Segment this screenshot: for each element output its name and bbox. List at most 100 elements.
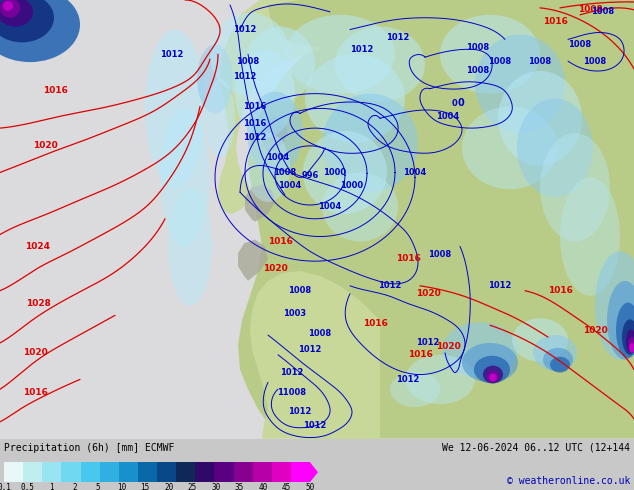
Text: 10: 10 (117, 483, 126, 490)
Bar (291, 462, 310, 482)
Bar (272, 462, 291, 482)
Bar (42, 462, 61, 482)
Text: 1008: 1008 (583, 57, 607, 66)
Ellipse shape (543, 348, 573, 371)
Text: 1008: 1008 (236, 57, 259, 66)
Polygon shape (245, 184, 275, 222)
Polygon shape (180, 0, 634, 439)
Bar (119, 462, 138, 482)
Ellipse shape (629, 343, 634, 353)
Ellipse shape (0, 0, 54, 42)
Bar (252, 462, 272, 482)
Text: 0: 0 (458, 98, 465, 108)
Text: 1016: 1016 (548, 286, 573, 295)
Ellipse shape (210, 13, 290, 96)
Ellipse shape (533, 335, 577, 370)
Text: 1024: 1024 (25, 242, 51, 251)
Text: 1016: 1016 (363, 319, 387, 328)
Ellipse shape (0, 0, 80, 62)
Text: 1020: 1020 (416, 289, 441, 298)
Ellipse shape (235, 49, 295, 138)
Ellipse shape (305, 54, 405, 143)
Text: © weatheronline.co.uk: © weatheronline.co.uk (507, 476, 630, 486)
Bar (138, 462, 157, 482)
Text: 1003: 1003 (283, 309, 307, 318)
Text: 1012: 1012 (280, 368, 304, 377)
Text: 1000: 1000 (323, 168, 347, 177)
Polygon shape (268, 0, 634, 76)
Text: 1012: 1012 (233, 73, 257, 81)
Text: 1004: 1004 (266, 153, 290, 162)
Text: 1008: 1008 (578, 5, 602, 14)
Text: 1008: 1008 (592, 7, 614, 16)
Text: 1000: 1000 (340, 181, 363, 190)
Text: 1020: 1020 (32, 141, 57, 150)
Text: 1020: 1020 (262, 264, 287, 272)
Ellipse shape (390, 371, 440, 407)
Ellipse shape (442, 322, 518, 377)
Ellipse shape (285, 15, 395, 94)
Text: 1: 1 (49, 483, 53, 490)
Bar (157, 462, 176, 482)
Polygon shape (238, 240, 268, 281)
Text: 11008: 11008 (278, 388, 306, 397)
Text: 1028: 1028 (25, 299, 51, 308)
Polygon shape (260, 115, 288, 153)
Ellipse shape (303, 131, 387, 214)
Text: Precipitation (6h) [mm] ECMWF: Precipitation (6h) [mm] ECMWF (4, 442, 174, 452)
Text: 1012: 1012 (299, 345, 321, 354)
Text: 1016: 1016 (243, 102, 267, 111)
Ellipse shape (160, 108, 210, 246)
Ellipse shape (487, 370, 499, 382)
Ellipse shape (628, 337, 634, 353)
Text: 1008: 1008 (273, 168, 297, 177)
Text: 1004: 1004 (403, 168, 427, 177)
Text: 1008: 1008 (288, 286, 311, 295)
Text: 1008: 1008 (528, 57, 552, 66)
Bar (23, 462, 42, 482)
Ellipse shape (462, 106, 558, 189)
Text: 1008: 1008 (488, 57, 512, 66)
Text: 30: 30 (211, 483, 221, 490)
Bar (4, 462, 23, 482)
Text: 15: 15 (141, 483, 150, 490)
Ellipse shape (540, 133, 610, 242)
Text: 996: 996 (301, 171, 319, 180)
Ellipse shape (550, 357, 570, 372)
Ellipse shape (498, 71, 582, 166)
Ellipse shape (0, 0, 20, 18)
Ellipse shape (607, 281, 634, 360)
Bar (233, 462, 252, 482)
Ellipse shape (247, 92, 303, 174)
Text: 1008: 1008 (467, 43, 489, 52)
Text: 50: 50 (306, 483, 314, 490)
Ellipse shape (168, 187, 212, 305)
Ellipse shape (197, 45, 233, 113)
Polygon shape (310, 462, 318, 482)
Text: 1016: 1016 (396, 254, 420, 263)
Ellipse shape (405, 355, 475, 404)
Ellipse shape (322, 94, 418, 192)
Ellipse shape (440, 15, 540, 94)
Ellipse shape (626, 329, 634, 353)
Text: 1008: 1008 (308, 329, 332, 338)
Ellipse shape (462, 343, 518, 382)
Text: 1016: 1016 (268, 237, 292, 246)
Bar (214, 462, 233, 482)
Text: 1016: 1016 (243, 119, 267, 128)
Text: 1016: 1016 (42, 86, 67, 95)
Ellipse shape (245, 26, 315, 101)
Text: 1004: 1004 (436, 112, 460, 121)
Text: 1020: 1020 (23, 348, 48, 357)
Bar (176, 462, 195, 482)
Text: 1012: 1012 (488, 281, 512, 290)
Polygon shape (250, 271, 380, 439)
Ellipse shape (489, 373, 497, 381)
Bar (61, 462, 81, 482)
Text: 40: 40 (258, 483, 268, 490)
Text: 1016: 1016 (543, 17, 567, 26)
Text: 0.1: 0.1 (0, 483, 11, 490)
Ellipse shape (517, 98, 593, 197)
Text: 20: 20 (164, 483, 173, 490)
Text: 1012: 1012 (386, 33, 410, 42)
